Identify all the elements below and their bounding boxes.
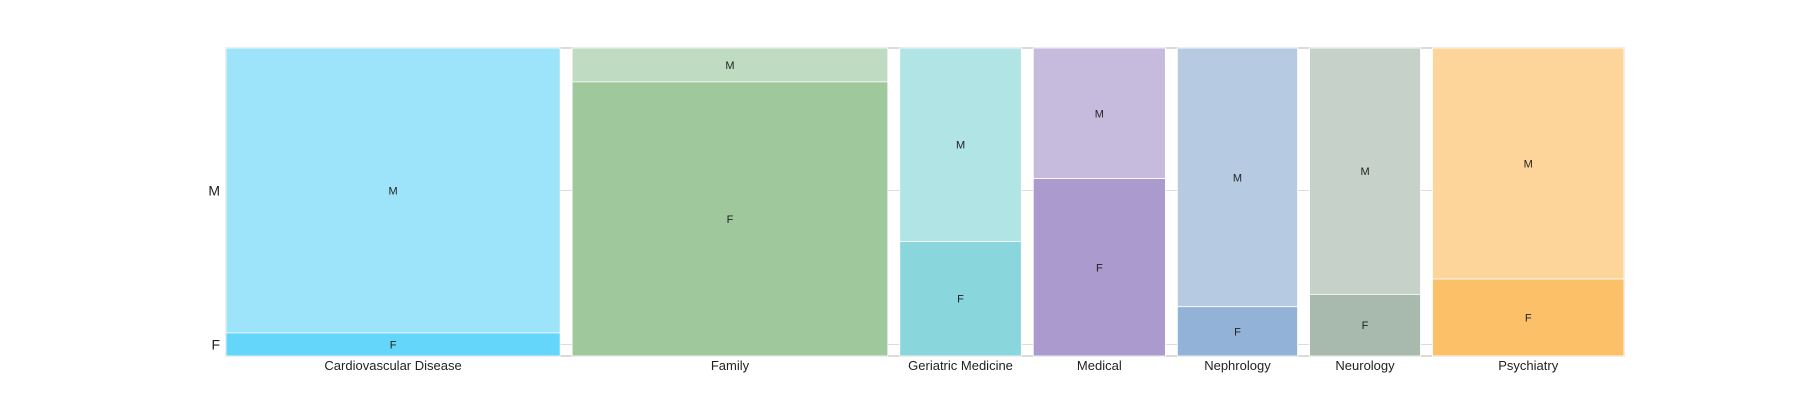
tile-1-M: [571, 47, 889, 83]
tile-4-F: [1176, 306, 1298, 357]
tile-label-M: M: [388, 185, 397, 197]
labels-layer: M F M F M F M F M F M F M F: [388, 60, 1532, 352]
tile-label-M: M: [725, 60, 734, 72]
x-tick-label: Family: [711, 358, 750, 373]
tile-label-F: F: [390, 339, 397, 351]
tile-3-M: [1032, 47, 1166, 179]
x-tick-label: Medical: [1077, 358, 1122, 373]
tiles-layer: [225, 47, 1625, 357]
tile-label-F: F: [1096, 262, 1103, 274]
x-tick-label: Psychiatry: [1498, 358, 1558, 373]
tile-5-M: [1309, 47, 1421, 295]
tile-label-M: M: [1233, 172, 1242, 184]
tile-2-F: [899, 241, 1022, 357]
x-tick-label: Nephrology: [1204, 358, 1271, 373]
tile-label-F: F: [1362, 320, 1369, 332]
y-tick-label: M: [208, 182, 220, 198]
tile-0-F: [225, 332, 561, 357]
y-tick-label: F: [211, 336, 220, 352]
tile-label-M: M: [956, 140, 965, 152]
tile-label-M: M: [1524, 159, 1533, 171]
tile-label-F: F: [727, 214, 734, 226]
tile-4-M: [1176, 47, 1298, 308]
tile-6-F: [1432, 278, 1625, 357]
x-tick-label: Neurology: [1335, 358, 1395, 373]
tile-label-M: M: [1360, 166, 1369, 178]
tile-2-M: [899, 47, 1022, 242]
tile-5-F: [1309, 293, 1421, 357]
tile-label-F: F: [957, 294, 964, 306]
tile-label-F: F: [1234, 326, 1241, 338]
tile-label-M: M: [1095, 108, 1104, 120]
x-tick-label: Geriatric Medicine: [908, 358, 1013, 373]
axis-layer: Cardiovascular Disease Family Geriatric Me…: [208, 182, 1558, 373]
tile-6-M: [1432, 47, 1625, 280]
tile-1-F: [571, 81, 889, 357]
tile-0-M: [225, 47, 561, 334]
x-tick-label: Cardiovascular Disease: [324, 358, 461, 373]
tile-label-F: F: [1525, 313, 1532, 325]
tile-3-F: [1032, 178, 1166, 357]
